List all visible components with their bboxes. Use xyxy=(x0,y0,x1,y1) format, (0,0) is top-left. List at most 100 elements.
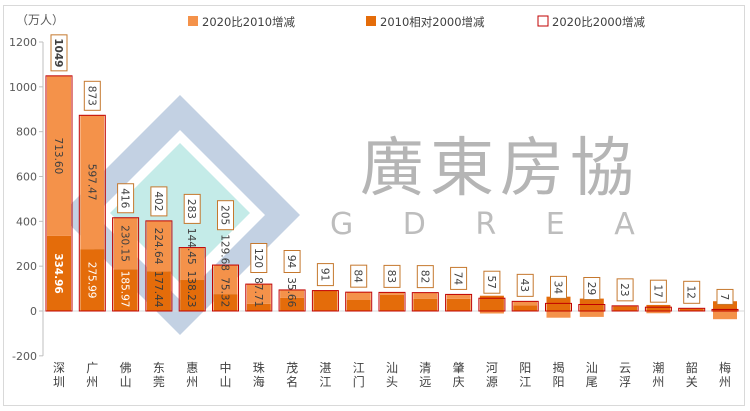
x-category-label-char: 山 xyxy=(120,375,132,389)
total-data-label: 7 xyxy=(718,294,730,301)
x-category-label-char: 河 xyxy=(486,361,498,375)
x-category-label-char: 门 xyxy=(353,374,365,389)
bar-2020-vs-2000-outline xyxy=(212,264,239,312)
x-category-label-char: 州 xyxy=(719,375,731,389)
total-label-box xyxy=(250,243,268,273)
bar-2020-vs-2000-outline xyxy=(545,302,572,312)
total-label-box xyxy=(416,265,434,289)
bar-2010-vs-2000 xyxy=(313,290,338,311)
x-category-label-char: 州 xyxy=(86,375,98,389)
bar-2010-vs-2000 xyxy=(280,297,305,311)
bar-2020-vs-2000-outline xyxy=(78,114,106,312)
bar-2020-vs-2000-outline xyxy=(445,293,473,312)
x-category-label-char: 阳 xyxy=(519,361,531,375)
total-data-label: 205 xyxy=(219,205,231,225)
x-category-label-char: 江 xyxy=(319,375,331,389)
bar-2010-vs-2000 xyxy=(646,304,671,311)
x-category-label-char: 圳 xyxy=(53,375,65,389)
bar-2010-vs-2000 xyxy=(80,249,105,311)
bar-2020-vs-2010 xyxy=(413,292,438,299)
x-category-label-char: 州 xyxy=(186,375,198,389)
total-label-box xyxy=(716,288,734,305)
total-data-label: 34 xyxy=(552,281,564,295)
legend: 2020比2010增减 2010相对2000增减 2020比2000增减 xyxy=(188,15,646,29)
bar-2010-vs-2000 xyxy=(246,303,271,311)
x-category-label-char: 广 xyxy=(86,361,98,375)
y-tick-label: 400 xyxy=(16,215,37,228)
total-label-box xyxy=(83,80,101,111)
segment-label-2020-vs-2010: 224.64 xyxy=(152,228,164,265)
x-category-label-char: 阳 xyxy=(552,375,564,389)
bar-2020-vs-2000-outline xyxy=(145,220,173,312)
y-tick-label: 200 xyxy=(16,260,37,273)
x-category-label-char: 中 xyxy=(219,360,231,375)
x-category-label-char: 江 xyxy=(519,375,531,389)
chart-frame xyxy=(3,5,745,406)
total-label-box xyxy=(450,266,468,290)
y-tick-label: 600 xyxy=(16,171,37,184)
x-category-label-char: 州 xyxy=(652,375,664,389)
total-data-label: 1049 xyxy=(52,38,64,67)
y-tick-label: -200 xyxy=(12,350,37,363)
bar-2020-vs-2000-outline xyxy=(578,303,606,312)
legend-label: 2020比2010增减 xyxy=(202,15,296,29)
bar-2020-vs-2010 xyxy=(513,301,538,306)
legend-swatch xyxy=(366,16,376,26)
x-category-label-char: 远 xyxy=(419,375,431,389)
total-label-box xyxy=(117,183,135,214)
total-label-box xyxy=(283,250,301,273)
legend-swatch xyxy=(188,16,198,26)
x-category-label-char: 潮 xyxy=(652,360,664,375)
segment-label-2020-vs-2010: 230.15 xyxy=(119,225,131,262)
bar-2010-vs-2000 xyxy=(47,235,71,311)
bar-2020-vs-2000-outline xyxy=(112,217,140,312)
x-category-label-char: 惠 xyxy=(186,361,198,375)
bar-2020-vs-2000-outline xyxy=(711,308,739,312)
legend-swatch xyxy=(537,15,549,27)
bar-2020-vs-2000-outline xyxy=(478,297,506,312)
bar-2020-vs-2010 xyxy=(47,75,71,236)
total-data-label: 94 xyxy=(285,255,297,269)
x-category-label-char: 湛 xyxy=(319,361,331,375)
x-axis-labels: 深圳广州佛山东莞惠州中山珠海茂名湛江江门汕头清远肇庆河源阳江揭阳汕尾云浮潮州韶关… xyxy=(53,360,731,389)
watermark-letters: G D R E A xyxy=(330,207,655,242)
segment-label-2010-vs-2000: 75.32 xyxy=(219,277,231,307)
x-category-label-char: 尾 xyxy=(586,375,598,389)
x-category-label-char: 浮 xyxy=(619,375,631,389)
bar-2010-vs-2000 xyxy=(613,306,638,311)
total-data-label: 83 xyxy=(385,270,397,283)
x-category-label-char: 佛 xyxy=(120,361,132,375)
total-label-box xyxy=(583,276,601,300)
total-data-label: 23 xyxy=(618,283,630,296)
bar-2010-vs-2000 xyxy=(146,271,171,311)
total-label-box xyxy=(316,263,334,287)
x-category-label-char: 珠 xyxy=(253,361,265,375)
x-category-label-char: 关 xyxy=(686,375,698,389)
y-tick-label: 800 xyxy=(16,126,37,139)
watermark-title: 廣東房協 xyxy=(360,132,640,206)
watermark-diamond-inner xyxy=(110,143,250,283)
segment-label-2010-vs-2000: 138.23 xyxy=(185,271,197,308)
bar-2020-vs-2010 xyxy=(180,247,205,281)
bar-2020-vs-2010 xyxy=(146,220,171,272)
bar-2020-vs-2000-outline xyxy=(278,289,306,312)
bar-2020-vs-2000-outline xyxy=(345,291,373,312)
segment-label-2020-vs-2010: 144.45 xyxy=(185,228,197,265)
total-data-label: 57 xyxy=(485,276,497,289)
total-data-label: 43 xyxy=(518,279,530,292)
segment-label-2010-vs-2000: 177.44 xyxy=(152,271,164,308)
bar-2010-vs-2000 xyxy=(380,294,404,311)
segment-label-2010-vs-2000: 334.96 xyxy=(52,253,64,294)
bar-2020-vs-2000-outline xyxy=(644,306,672,312)
x-category-label-char: 莞 xyxy=(153,375,165,389)
total-label-box xyxy=(483,270,501,294)
total-data-label: 29 xyxy=(585,282,597,295)
total-label-box xyxy=(150,186,168,217)
bar-2020-vs-2000-outline xyxy=(245,283,273,312)
x-category-label-char: 梅 xyxy=(719,360,731,375)
bar-2010-vs-2000 xyxy=(413,298,438,311)
bar-2020-vs-2000-outline xyxy=(311,290,339,312)
bar-2020-vs-2010 xyxy=(213,265,238,295)
segment-label-2020-vs-2010: 35.66 xyxy=(285,277,297,307)
bar-2020-vs-2000-outline xyxy=(611,305,639,312)
